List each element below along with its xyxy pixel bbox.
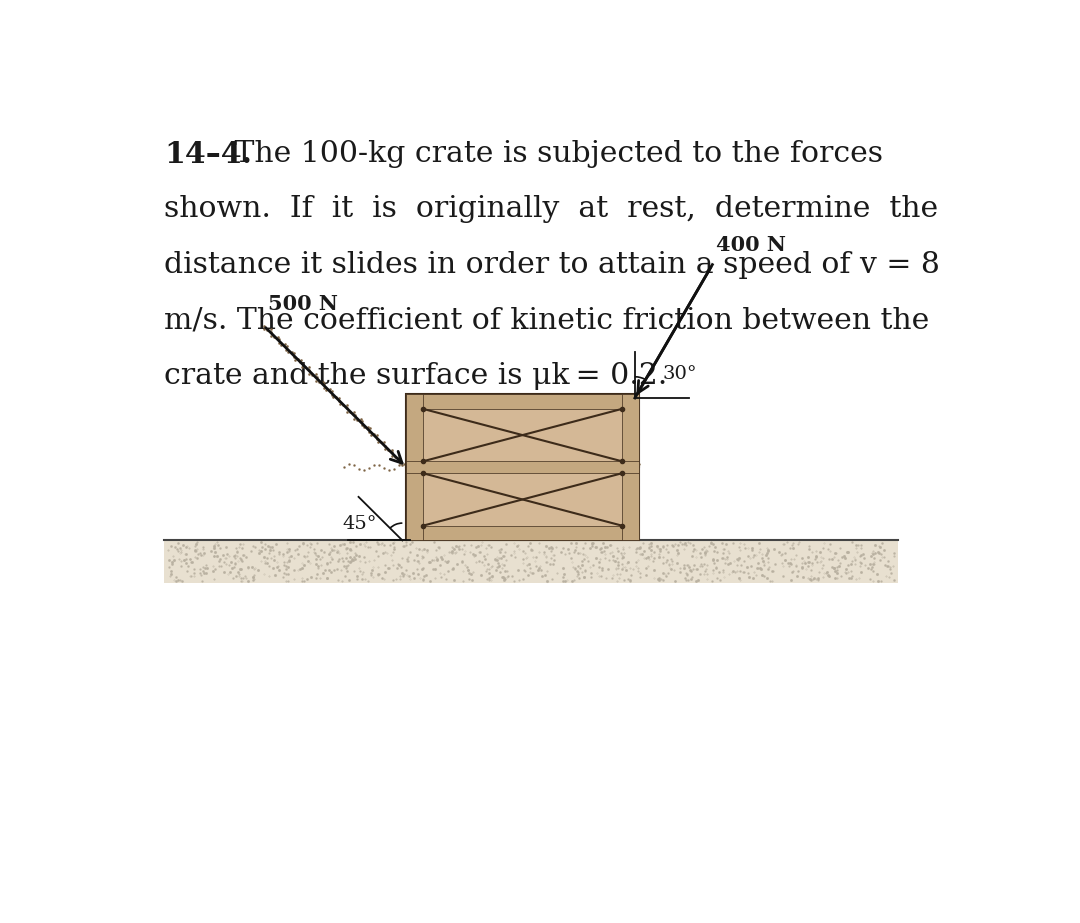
Bar: [406, 394, 638, 541]
Bar: [406, 462, 638, 473]
Text: 500 N: 500 N: [268, 294, 338, 314]
Text: 400 N: 400 N: [716, 235, 786, 256]
Text: crate and the surface is μk = 0.2.: crate and the surface is μk = 0.2.: [164, 362, 667, 390]
Bar: [406, 526, 638, 541]
Text: 45°: 45°: [342, 515, 377, 533]
Bar: [622, 394, 638, 541]
Bar: [406, 394, 638, 409]
Text: distance it slides in order to attain a speed of v = 8: distance it slides in order to attain a …: [164, 251, 941, 279]
Text: 30°: 30°: [662, 365, 697, 382]
Bar: [164, 541, 899, 582]
Text: The 100-kg crate is subjected to the forces: The 100-kg crate is subjected to the for…: [225, 140, 883, 168]
Text: m/s. The coefficient of kinetic friction between the: m/s. The coefficient of kinetic friction…: [164, 306, 930, 334]
Text: 14–4.: 14–4.: [164, 140, 253, 169]
Bar: [406, 394, 422, 541]
Text: shown.  If  it  is  originally  at  rest,  determine  the: shown. If it is originally at rest, dete…: [164, 196, 939, 223]
